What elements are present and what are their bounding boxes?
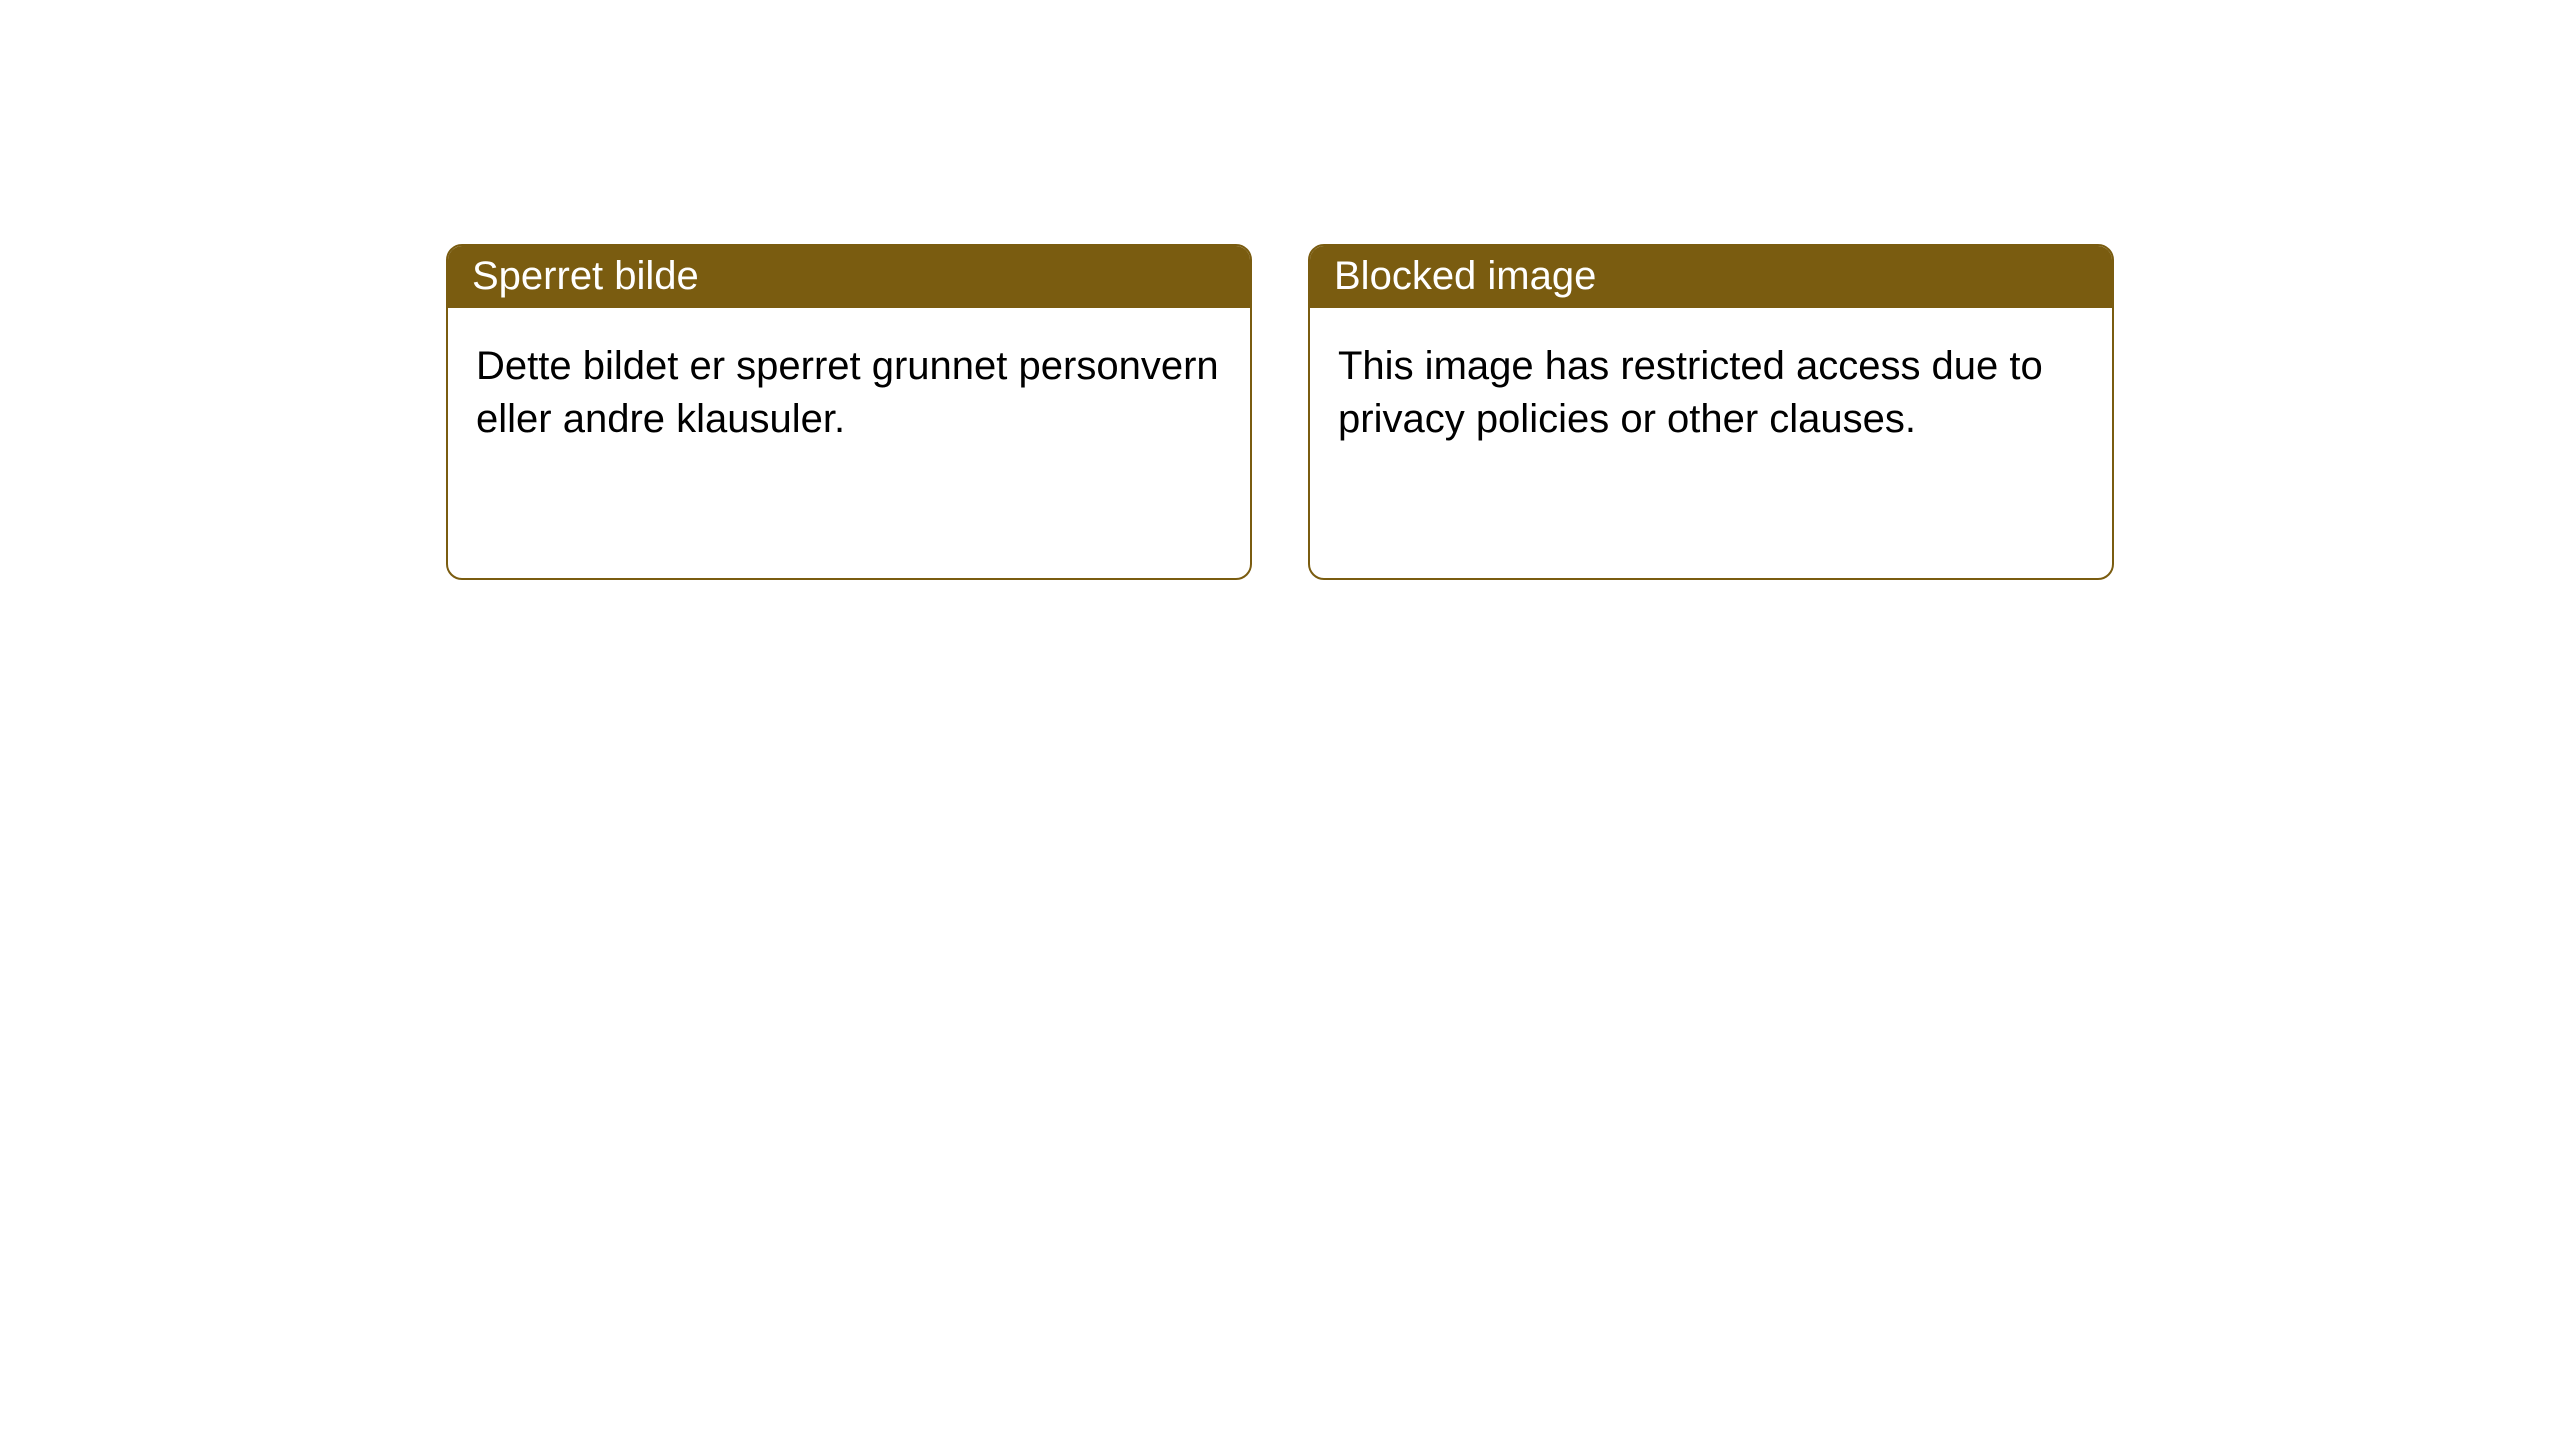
card-title-no: Sperret bilde xyxy=(448,246,1250,308)
notice-card-norwegian: Sperret bilde Dette bildet er sperret gr… xyxy=(446,244,1252,580)
card-body-en: This image has restricted access due to … xyxy=(1310,308,2112,578)
card-body-no: Dette bildet er sperret grunnet personve… xyxy=(448,308,1250,578)
card-title-en: Blocked image xyxy=(1310,246,2112,308)
notice-cards-row: Sperret bilde Dette bildet er sperret gr… xyxy=(446,244,2114,580)
notice-card-english: Blocked image This image has restricted … xyxy=(1308,244,2114,580)
